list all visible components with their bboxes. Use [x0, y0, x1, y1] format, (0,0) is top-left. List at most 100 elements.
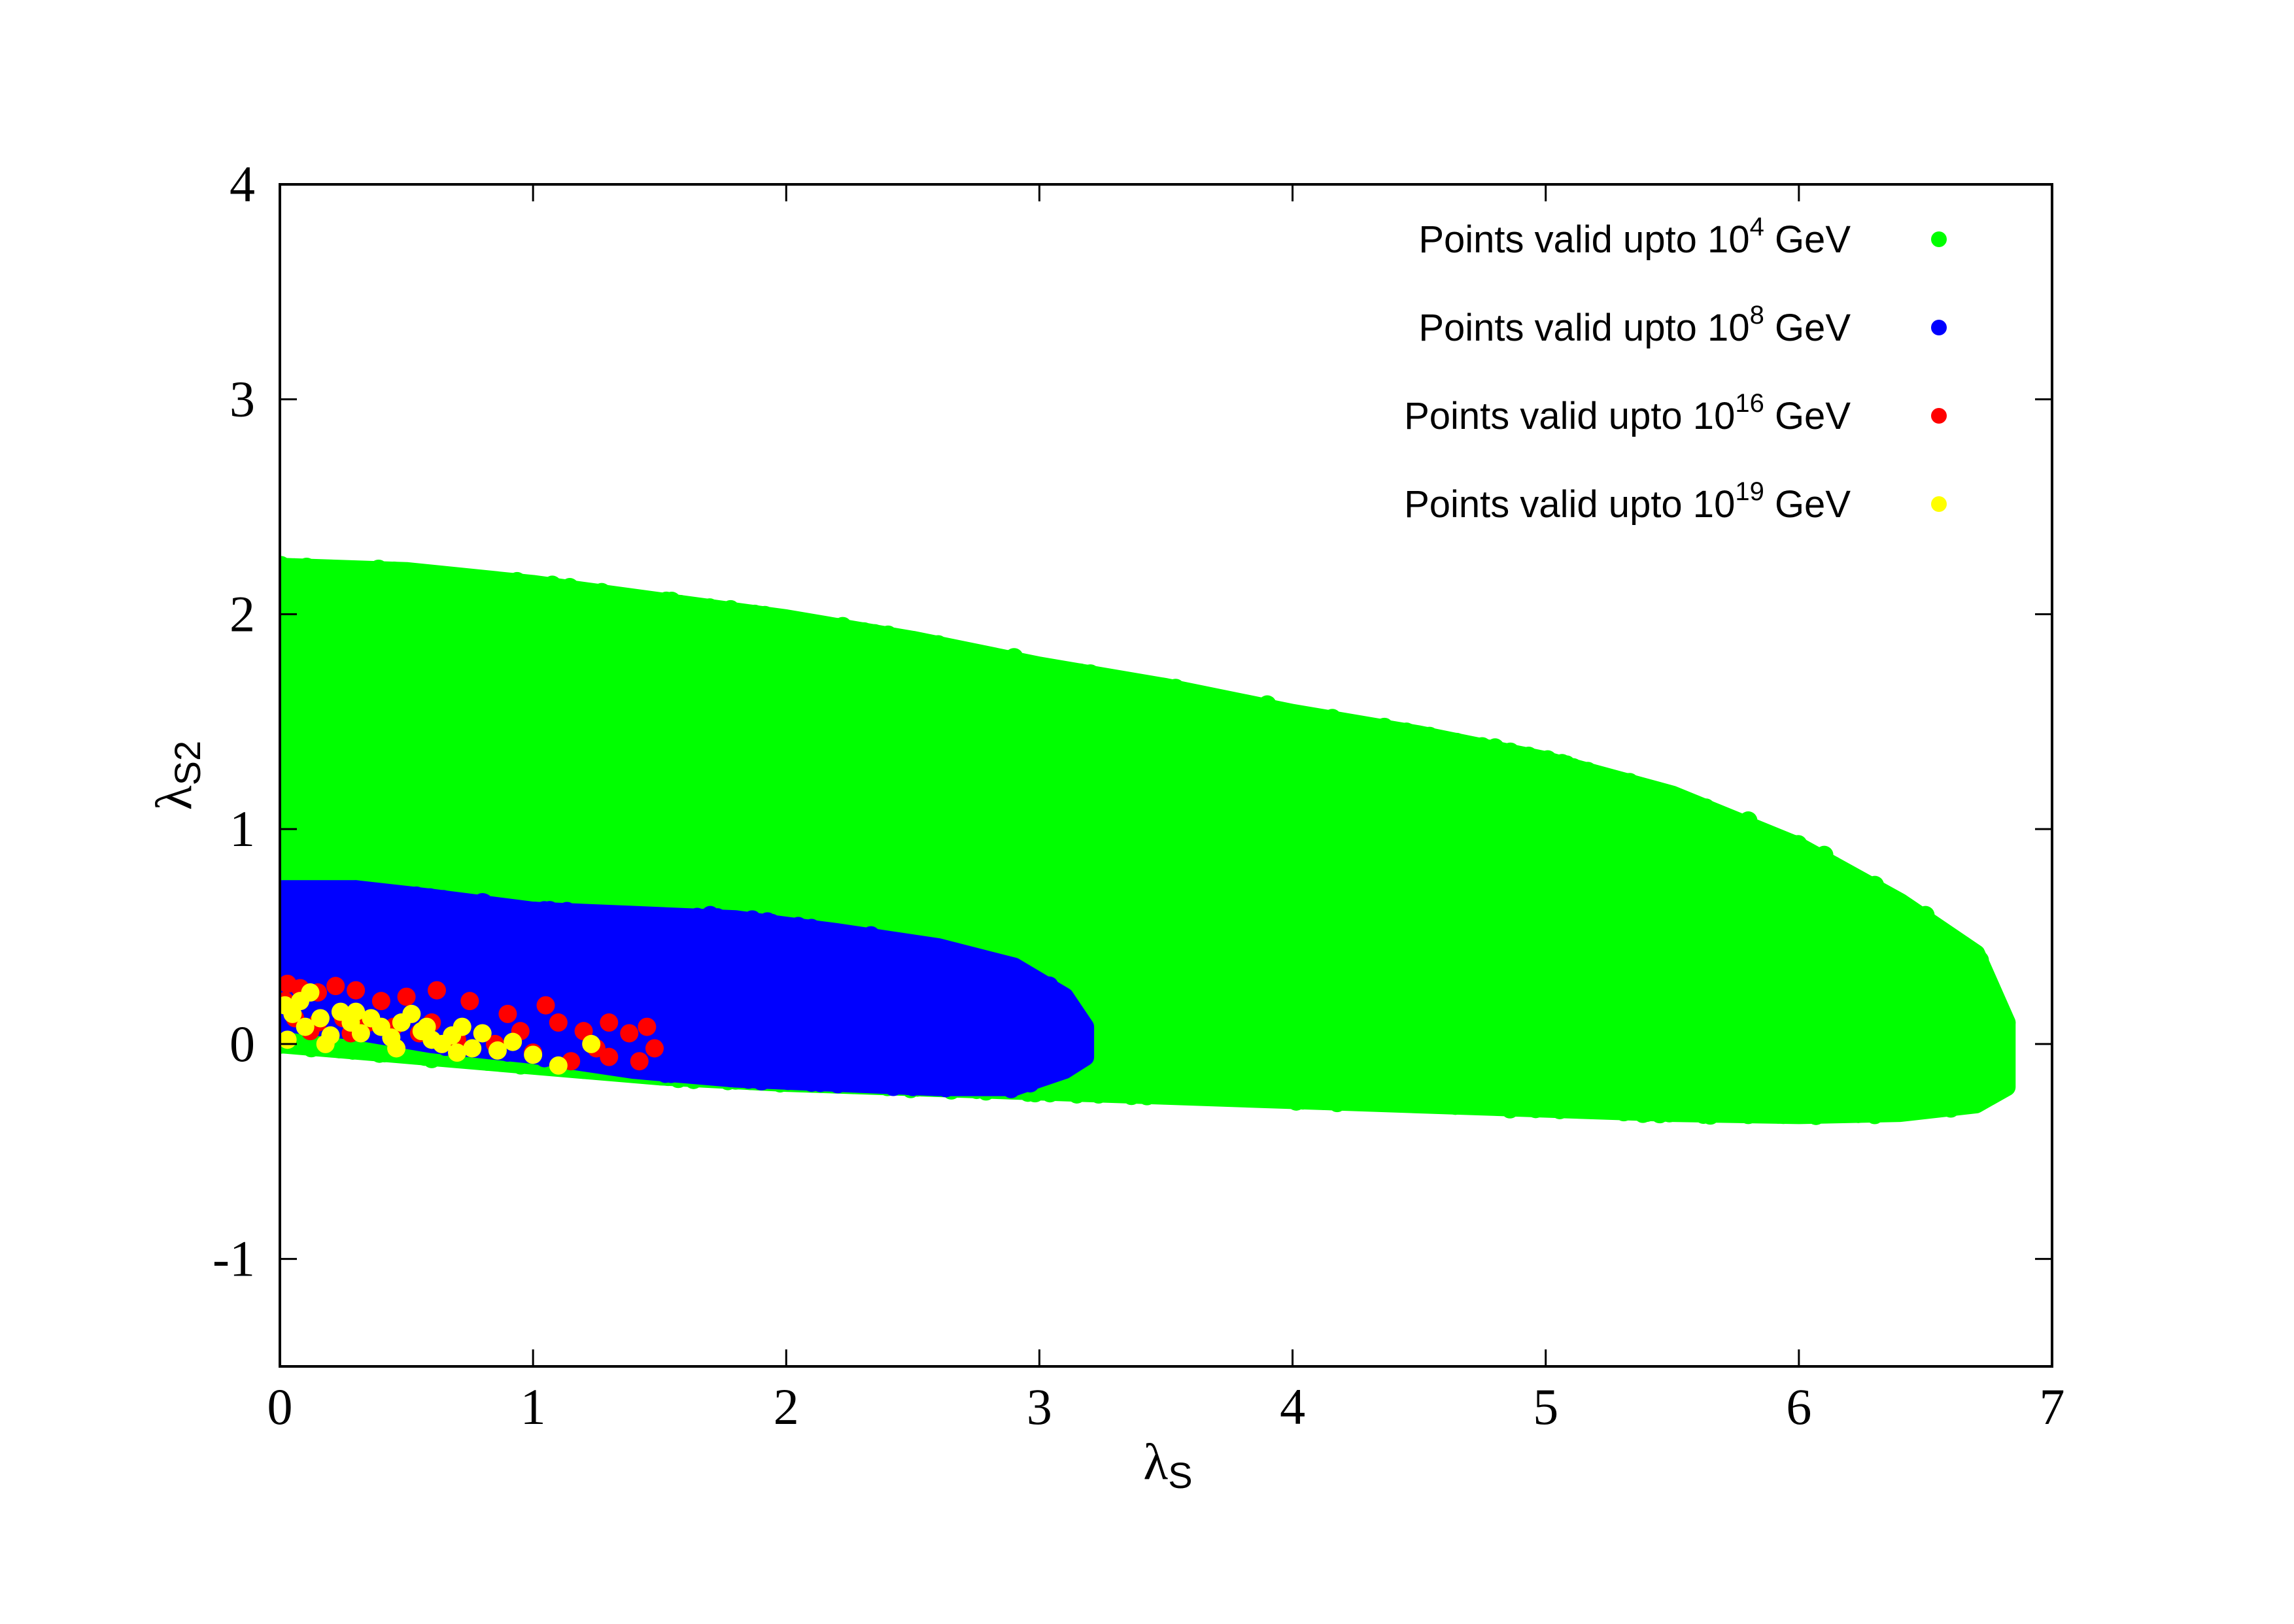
scatter-point — [1030, 979, 1049, 998]
scatter-point — [1367, 1084, 1386, 1103]
scatter-point — [683, 615, 702, 634]
data-layer — [280, 556, 2016, 1125]
scatter-point — [377, 706, 396, 725]
scatter-point — [625, 928, 643, 947]
scatter-point — [420, 888, 439, 907]
y-tick-label: 1 — [230, 800, 255, 857]
scatter-point — [1992, 1045, 2011, 1064]
scatter-point — [1773, 956, 1792, 975]
scatter-point — [550, 937, 569, 956]
scatter-point — [1605, 1001, 1624, 1020]
scatter-point — [956, 1057, 975, 1076]
scatter-point — [1954, 936, 1973, 955]
scatter-point — [498, 1004, 517, 1023]
scatter-point — [829, 924, 847, 943]
scatter-point — [577, 924, 596, 943]
scatter-point — [703, 810, 722, 829]
scatter-point — [620, 1024, 639, 1043]
scatter-point — [511, 920, 530, 939]
scatter-point — [1806, 917, 1825, 936]
scatter-point — [1997, 1013, 2016, 1032]
scatter-point — [1987, 1077, 2006, 1096]
scatter-point — [1309, 712, 1327, 731]
scatter-point — [419, 828, 438, 847]
scatter-point — [1703, 955, 1722, 973]
scatter-point — [1566, 798, 1585, 817]
scatter-point — [879, 851, 898, 870]
scatter-point — [867, 933, 886, 952]
scatter-point — [625, 994, 643, 1013]
scatter-point — [466, 584, 485, 603]
scatter-point — [635, 598, 654, 617]
scatter-point — [1701, 973, 1720, 992]
scatter-point — [640, 862, 659, 881]
legend-label-prefix: Points valid upto 10 — [1404, 483, 1735, 526]
scatter-point — [857, 635, 876, 654]
scatter-point — [726, 614, 745, 633]
scatter-point — [840, 1032, 859, 1051]
scatter-point — [525, 1026, 544, 1045]
scatter-point — [1044, 1000, 1063, 1019]
scatter-point — [347, 880, 366, 899]
scatter-point — [1244, 763, 1263, 782]
axis-labels: λ S λS2 — [145, 741, 1193, 1496]
scatter-point — [1293, 894, 1312, 913]
scatter-point — [959, 733, 978, 752]
scatter-point — [387, 1039, 406, 1058]
scatter-point — [1133, 1026, 1152, 1045]
scatter-point — [1447, 1011, 1466, 1030]
scatter-point — [577, 967, 596, 986]
scatter-point — [1113, 1077, 1132, 1096]
y-tick-label: 0 — [230, 1015, 255, 1072]
x-tick-label: 6 — [1786, 1378, 1811, 1435]
y-axis-label: λS2 — [145, 741, 208, 810]
scatter-point — [1556, 1024, 1575, 1043]
scatter-point — [1892, 964, 1911, 983]
scatter-point — [402, 1004, 421, 1023]
scatter-point — [1979, 974, 1998, 993]
scatter-point — [1739, 811, 1758, 830]
scatter-point — [1131, 1084, 1150, 1103]
scatter-point — [1815, 845, 1834, 864]
scatter-point — [309, 890, 328, 909]
scatter-point — [1370, 870, 1389, 888]
scatter-point — [1637, 1104, 1656, 1123]
scatter-point — [417, 584, 436, 603]
scatter-point — [473, 892, 492, 911]
scatter-point — [1634, 790, 1652, 809]
scatter-point — [1334, 1091, 1352, 1109]
scatter-point — [1813, 866, 1832, 885]
scatter-point — [645, 1039, 664, 1058]
scatter-point — [321, 562, 340, 581]
scatter-point — [638, 929, 657, 948]
scatter-point — [719, 922, 738, 941]
scatter-point — [370, 805, 389, 824]
scatter-point — [917, 1036, 936, 1055]
scatter-point — [762, 937, 781, 956]
scatter-point — [701, 1064, 720, 1083]
scatter-point — [889, 641, 908, 660]
scatter-point — [1973, 1000, 1992, 1019]
scatter-point — [397, 987, 416, 1006]
x-axis-label-sub: S — [1168, 1455, 1192, 1496]
scatter-point — [1651, 804, 1669, 822]
scatter-point — [721, 862, 740, 881]
scatter-point — [611, 601, 630, 620]
scatter-point — [802, 1074, 821, 1092]
scatter-point — [1233, 1086, 1252, 1105]
scatter-point — [1327, 1024, 1346, 1043]
scatter-point — [700, 779, 719, 798]
y-axis-label-main: λ — [145, 785, 202, 810]
scatter-point — [664, 1043, 683, 1062]
scatter-point — [1152, 678, 1171, 697]
scatter-point — [925, 954, 944, 973]
legend-label-suffix: GeV — [1764, 395, 1851, 437]
scatter-point — [1258, 695, 1276, 714]
scatter-point — [500, 592, 519, 611]
scatter-point — [1840, 1104, 1859, 1123]
scatter-point — [762, 1064, 781, 1083]
scatter-point — [435, 586, 454, 605]
scatter-point — [377, 578, 396, 597]
scatter-point — [1732, 829, 1751, 848]
